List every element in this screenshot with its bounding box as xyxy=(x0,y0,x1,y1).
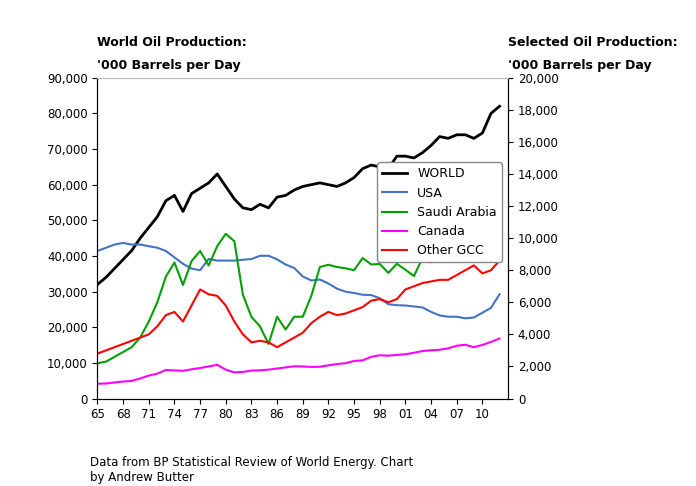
Text: Data from BP Statistical Review of World Energy. Chart
by Andrew Butter: Data from BP Statistical Review of World… xyxy=(90,455,413,484)
Text: Selected Oil Production:: Selected Oil Production: xyxy=(508,36,678,49)
Text: World Oil Production:: World Oil Production: xyxy=(97,36,247,49)
Text: '000 Barrels per Day: '000 Barrels per Day xyxy=(508,58,651,71)
Text: '000 Barrels per Day: '000 Barrels per Day xyxy=(97,58,241,71)
Legend: WORLD, USA, Saudi Arabia, Canada, Other GCC: WORLD, USA, Saudi Arabia, Canada, Other … xyxy=(377,162,502,262)
